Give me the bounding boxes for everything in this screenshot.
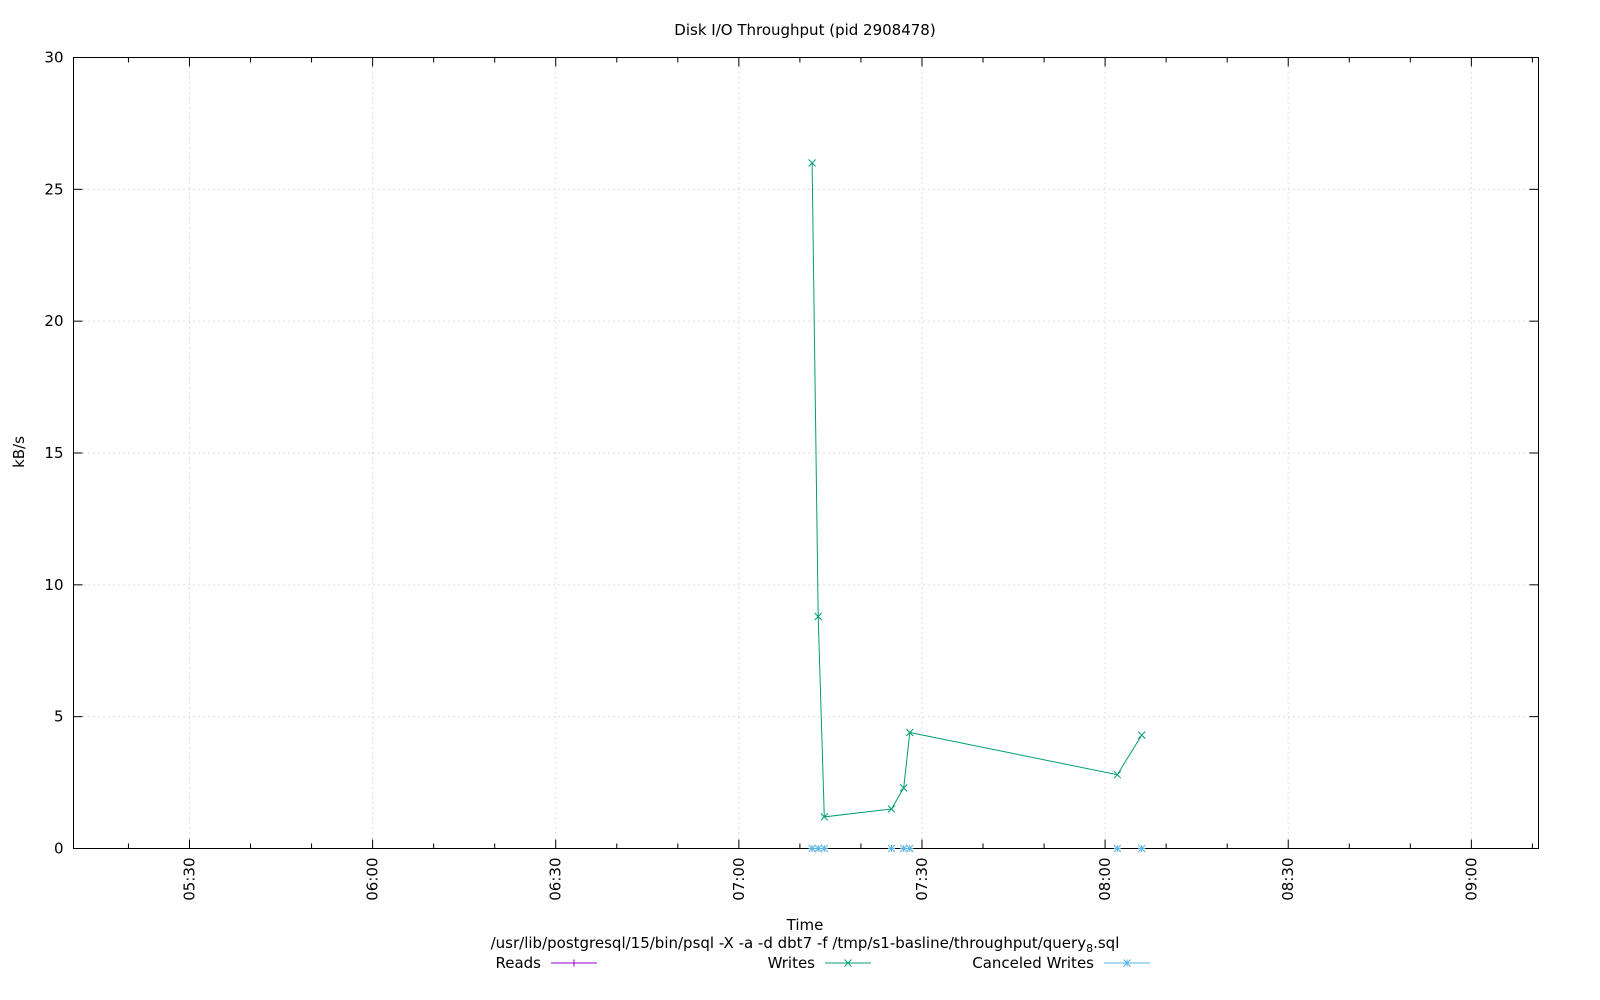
data-point-canceled-writes: [814, 844, 823, 853]
legend-label: Reads: [495, 954, 541, 972]
x-tick-label: 08:30: [1279, 858, 1297, 901]
data-point-writes: [814, 612, 823, 621]
x-tick-label: 05:30: [180, 858, 198, 901]
y-axis-label: kB/s: [10, 436, 28, 468]
plot-frame: [73, 57, 1539, 849]
command-subscript: 8: [1086, 942, 1093, 955]
data-point-writes: [820, 813, 829, 821]
x-axis-command: /usr/lib/postgresql/15/bin/psql -X -a -d…: [491, 934, 1120, 955]
legend: Reads Writes Canceled Writes: [495, 954, 1150, 972]
x-axis-label: Time: [786, 916, 824, 934]
series-layer: [808, 159, 1146, 853]
legend-item-writes: Writes: [768, 954, 871, 972]
series-writes: [808, 159, 1146, 821]
legend-swatch-marker: [1123, 959, 1131, 967]
data-point-canceled-writes: [905, 844, 914, 853]
x-tick-label: 09:00: [1462, 858, 1480, 901]
x-tick-label: 07:30: [913, 858, 931, 901]
data-point-writes: [899, 784, 908, 792]
data-point-canceled-writes: [1113, 844, 1122, 853]
data-point-canceled-writes: [899, 844, 908, 853]
data-point-writes: [905, 728, 914, 737]
legend-swatch-marker: [570, 959, 578, 967]
data-point-writes: [808, 159, 816, 167]
x-tick-label: 08:00: [1096, 858, 1114, 901]
grid-lines: [73, 57, 1539, 849]
y-tick-label: 5: [54, 708, 64, 726]
chart-title: Disk I/O Throughput (pid 2908478): [674, 21, 935, 39]
x-tick-label: 07:00: [730, 858, 748, 901]
command-suffix: .sql: [1093, 934, 1119, 952]
data-point-canceled-writes: [808, 844, 816, 853]
data-point-writes: [1137, 731, 1146, 739]
data-point-canceled-writes: [887, 844, 896, 853]
series-line-writes: [811, 162, 1143, 818]
legend-item-canceled-writes: Canceled Writes: [972, 954, 1150, 972]
axis-ticks: 0 5 10 15 20 25 30 05:30 06:00 06:30 07:00 07:30 08:…: [44, 49, 1539, 901]
data-point-canceled-writes: [820, 844, 829, 853]
command-path: /usr/lib/postgresql/15/bin/psql -X -a -d…: [491, 934, 1087, 952]
data-point-canceled-writes: [1137, 844, 1146, 853]
x-tick-label: 06:00: [364, 858, 382, 901]
y-tick-label: 0: [54, 840, 64, 858]
y-tick-label: 15: [44, 444, 63, 462]
y-tick-label: 10: [44, 576, 63, 594]
legend-label: Canceled Writes: [972, 954, 1094, 972]
y-tick-label: 20: [44, 312, 63, 330]
series-canceled-writes: [808, 844, 1146, 853]
y-tick-label: 30: [44, 49, 63, 67]
legend-item-reads: Reads: [495, 954, 597, 972]
x-tick-label: 06:30: [547, 858, 565, 901]
legend-swatch-marker: [844, 959, 852, 967]
legend-label: Writes: [768, 954, 816, 972]
y-tick-label: 25: [44, 180, 63, 198]
data-point-writes: [887, 805, 896, 813]
data-point-writes: [1113, 770, 1122, 779]
